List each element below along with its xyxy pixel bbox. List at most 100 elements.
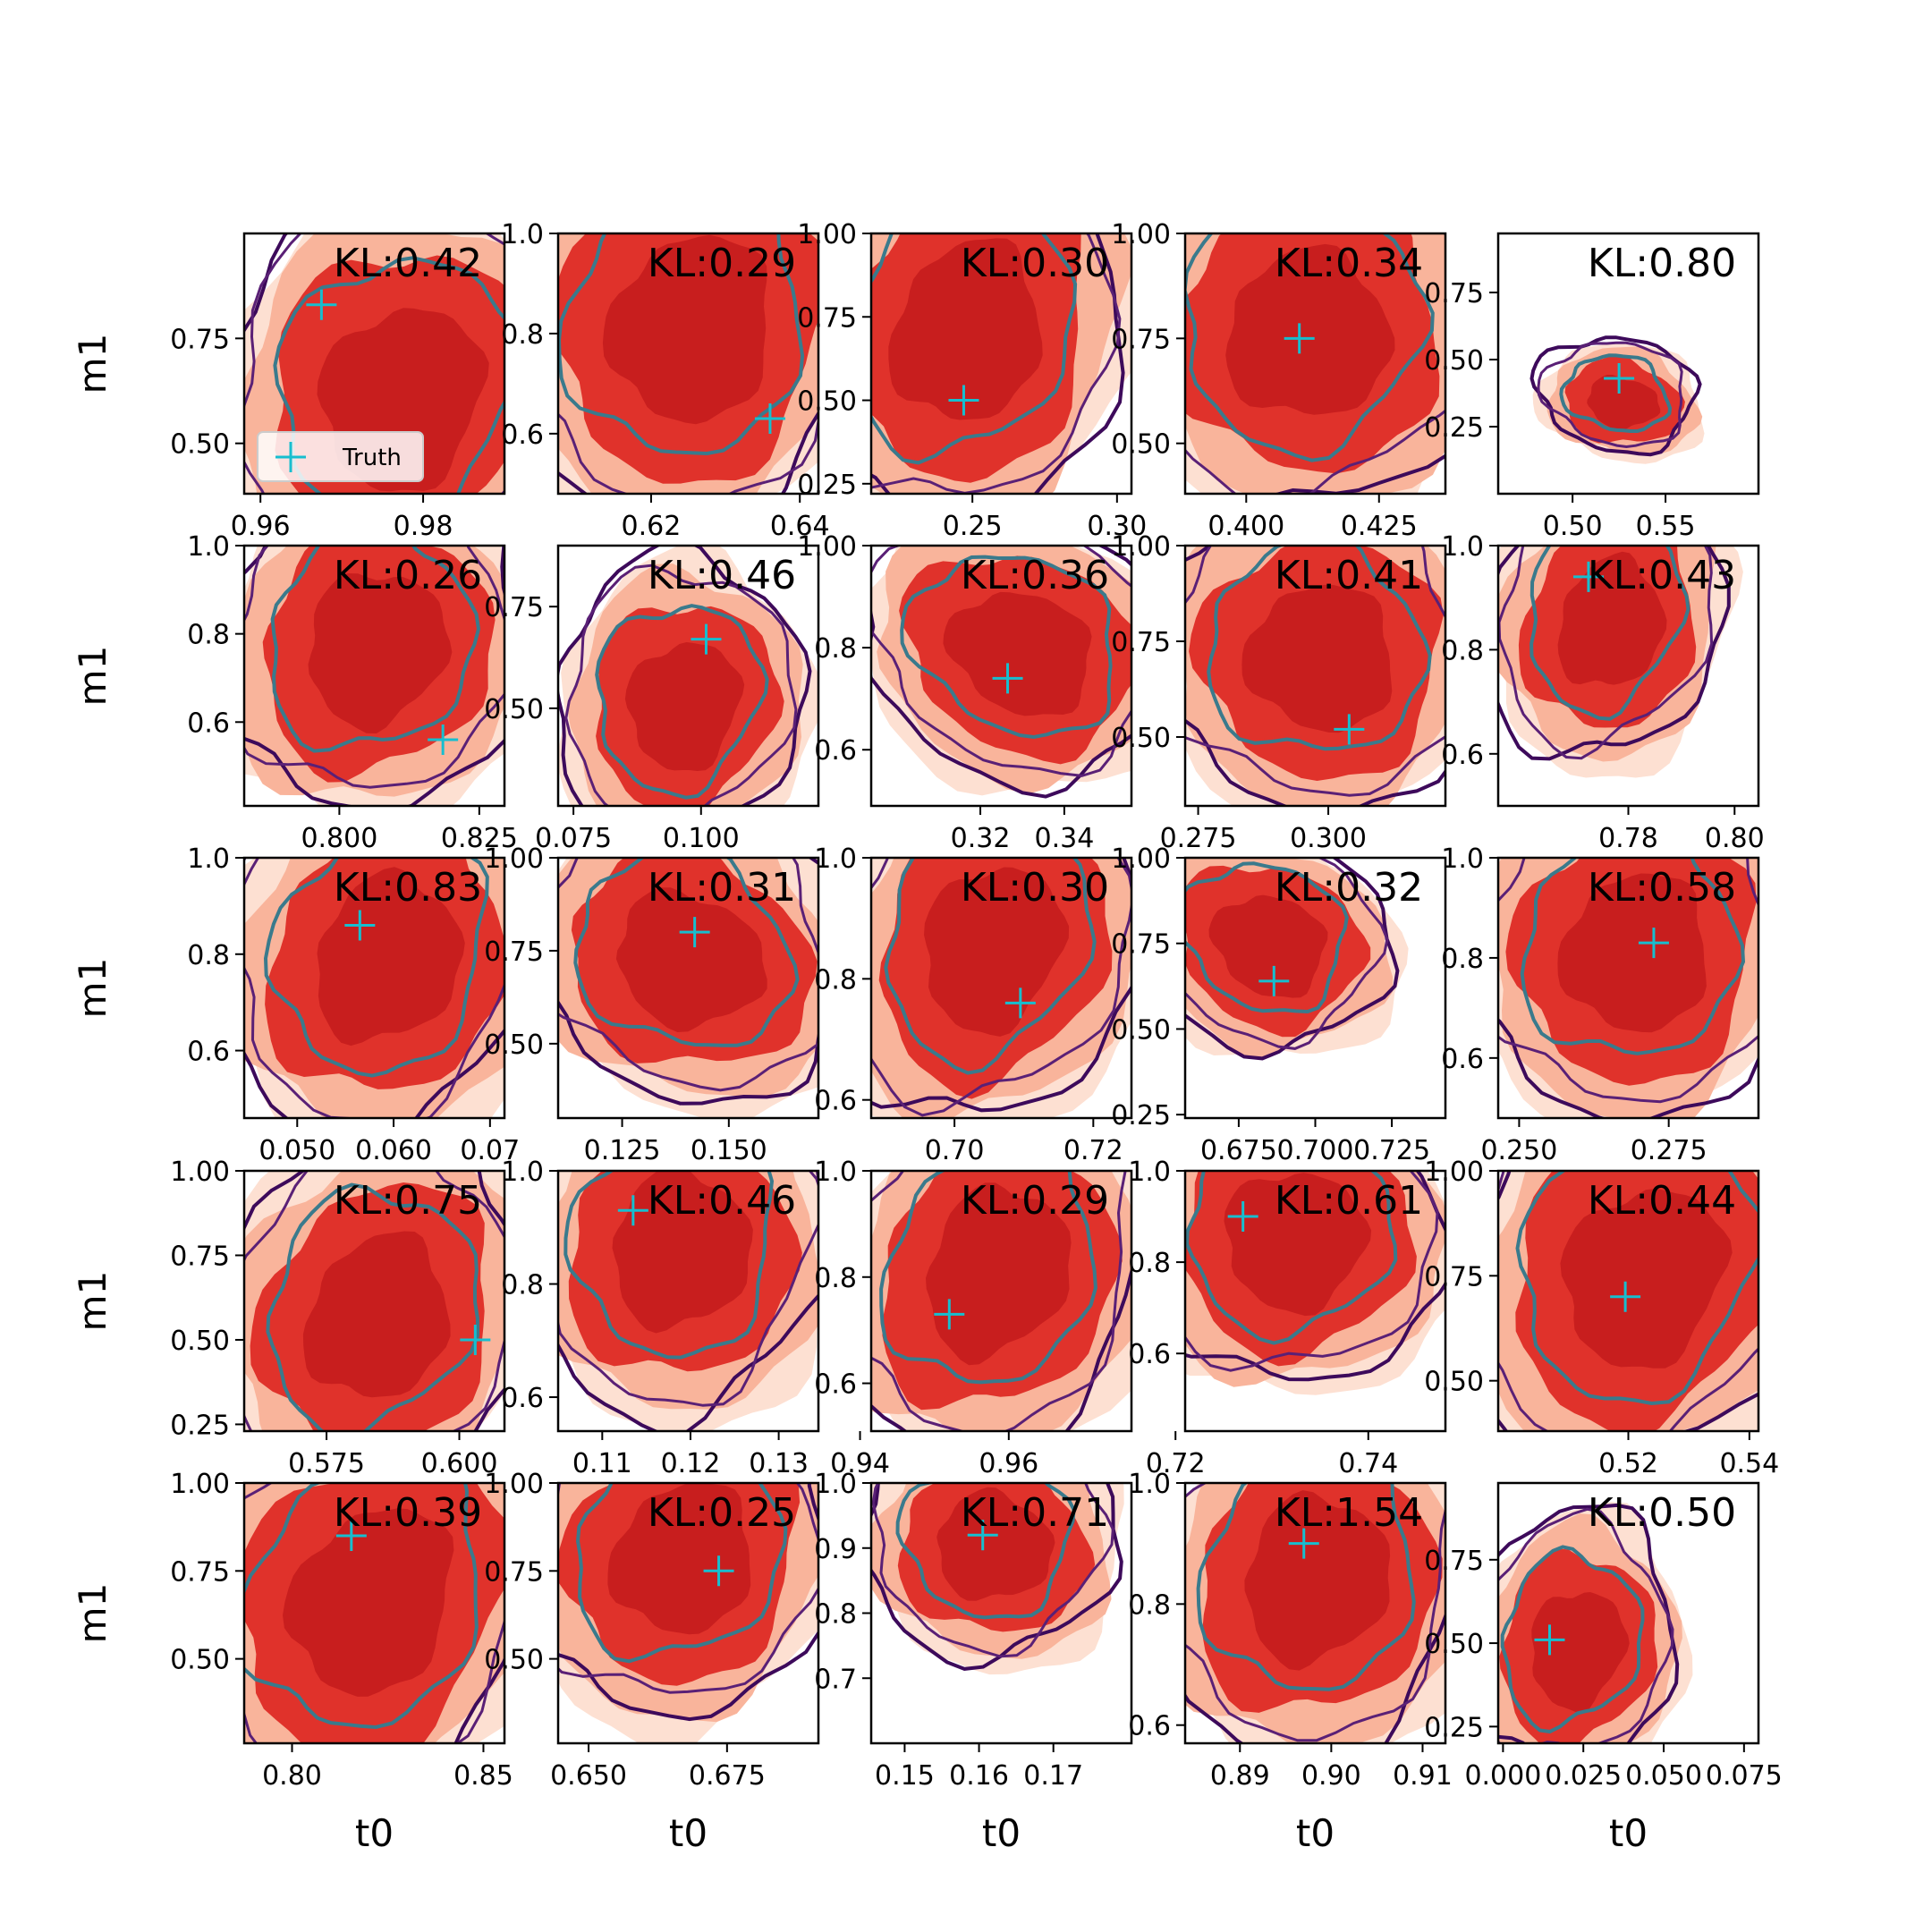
posterior-contour-line-1: [558, 410, 818, 494]
posterior-contour-line-3: [871, 233, 1078, 465]
posterior-contour-line-1: [1185, 546, 1445, 806]
panel-23: KL:0.71 0.15 0.16 0.17 0.7 0.8 0.9 1.0 t0: [814, 1469, 1133, 1855]
posterior-contour-line-3: [573, 858, 800, 1047]
posterior-contour-line-2: [244, 546, 504, 789]
x-tick-label: 0.025: [1545, 1760, 1622, 1792]
panel-21: KL:0.39 0.80 0.85 0.50 0.75 1.00 m1 t0: [71, 1469, 513, 1855]
posterior-contour-line-3: [244, 1483, 479, 1730]
posterior-contour-line-2: [871, 858, 1131, 1117]
x-tick-label: 0.16: [949, 1760, 1009, 1792]
kl-score-label: KL:0.46: [648, 1178, 796, 1224]
x-tick-label: 0.25: [943, 511, 1003, 542]
y-tick-label: 0.8: [1441, 635, 1484, 666]
kl-score-label: KL:0.39: [334, 1490, 482, 1536]
y-tick-label: 1.0: [814, 843, 857, 875]
truth-marker: [617, 1195, 648, 1226]
y-tick-label: 0.50: [484, 1645, 544, 1676]
y-tick-label: 0.8: [814, 1263, 857, 1294]
panel-plot-area: [1185, 546, 1445, 806]
x-tick-label: 0.275: [1631, 1135, 1707, 1166]
x-tick-label: 0.78: [1598, 823, 1658, 854]
posterior-contour-line-1: [871, 546, 1131, 799]
posterior-contour-line-1: [558, 546, 812, 806]
posterior-fill-level-4: [1225, 243, 1395, 415]
y-tick-label: 0.75: [1111, 627, 1171, 658]
posterior-contour-line-3: [1185, 1171, 1398, 1345]
posterior-fill-level-4: [1557, 873, 1707, 1033]
y-tick-label: 0.8: [814, 1599, 857, 1631]
y-tick-label: 0.75: [1424, 1546, 1484, 1577]
y-tick-label: 1.00: [1111, 219, 1171, 250]
y-tick-label: 0.8: [187, 620, 230, 651]
kl-score-label: KL:0.30: [961, 865, 1109, 911]
posterior-contour-line-2: [1185, 1171, 1439, 1372]
panel-plot-area: [244, 1171, 504, 1431]
posterior-contour-line-3: [1559, 353, 1673, 433]
posterior-fill-level-4: [1560, 1188, 1733, 1368]
y-tick-label: 0.25: [1424, 1712, 1484, 1743]
kl-score-label: KL:0.36: [961, 553, 1109, 598]
y-tick-label: 1.00: [484, 843, 544, 875]
panel-plot-area: [244, 1483, 504, 1743]
x-tick-label: 0.800: [301, 823, 377, 854]
y-tick-label: 0.6: [501, 419, 544, 451]
posterior-contour-line-2: [1185, 858, 1389, 1050]
panel-plot-area: [1185, 233, 1445, 494]
panel-19: KL:0.61 0.72 0.74 0.6 0.8 1.0: [1128, 1157, 1447, 1479]
x-tick-label: 0.400: [1208, 511, 1284, 542]
y-tick-label: 0.50: [170, 1326, 230, 1357]
x-tick-label: 0.96: [979, 1448, 1038, 1479]
truth-marker: [1258, 965, 1290, 996]
panel-frame: [242, 232, 506, 496]
y-tick-label: 0.25: [170, 1410, 230, 1441]
y-tick-label: 0.8: [814, 633, 857, 665]
y-tick-label: 0.50: [484, 694, 544, 725]
panel-4: KL:0.34 0.400 0.425 0.50 0.75 1.00: [1111, 219, 1447, 542]
posterior-contour-line-1: [1272, 453, 1445, 494]
panel-15: KL:0.58 0.250 0.275 0.6 0.8 1.0: [1441, 843, 1760, 1166]
x-tick-label: 0.07: [460, 1135, 520, 1166]
y-tick-label: 0.75: [484, 1556, 544, 1588]
posterior-contour-line-3: [1500, 1545, 1645, 1734]
x-tick-label: 0.89: [1210, 1760, 1270, 1792]
truth-marker: [306, 289, 337, 320]
x-tick-label: 0.675: [1200, 1135, 1277, 1166]
posterior-fill-level-4: [624, 642, 745, 771]
y-tick-label: 0.50: [170, 429, 230, 461]
x-axis-label: t0: [1609, 1811, 1648, 1855]
y-tick-label: 0.75: [1111, 324, 1171, 355]
x-tick-label: 0.825: [441, 823, 518, 854]
truth-marker: [1227, 1201, 1258, 1233]
posterior-contour-line-3: [270, 546, 481, 753]
y-tick-label: 0.50: [1111, 429, 1171, 461]
posterior-contour-line-1: [871, 1483, 1123, 1671]
kl-score-label: KL:0.42: [334, 241, 482, 286]
kl-score-label: KL:0.43: [1588, 553, 1736, 598]
posterior-contour-line-3: [1185, 861, 1349, 1014]
kl-score-label: KL:0.71: [961, 1490, 1109, 1536]
kl-score-label: KL:0.29: [961, 1178, 1109, 1224]
panel-frame: [556, 856, 820, 1120]
panel-plot-area: [558, 858, 818, 1118]
y-tick-label: 1.00: [484, 1469, 544, 1500]
truth-marker: [967, 1520, 998, 1551]
x-tick-label: 0.94: [830, 1448, 890, 1479]
posterior-fill-level-4: [302, 1231, 451, 1398]
x-tick-label: 0.575: [288, 1448, 365, 1479]
y-tick-label: 0.50: [484, 1030, 544, 1061]
panel-17: KL:0.46 0.11 0.12 0.13 0.6 0.8 1.0: [501, 1157, 820, 1479]
y-tick-label: 1.00: [170, 1157, 230, 1188]
y-tick-label: 0.8: [187, 940, 230, 971]
kl-score-label: KL:0.50: [1588, 1490, 1736, 1536]
x-tick-label: 0.12: [661, 1448, 721, 1479]
panel-25: KL:0.50 0.000 0.025 0.050 0.075 0.25 0.50 0.75 t…: [1424, 1481, 1783, 1855]
panel-2: KL:0.29 0.62 0.64 0.6 0.8 1.0: [501, 219, 829, 542]
panel-frame: [242, 1169, 506, 1433]
truth-marker: [1572, 561, 1604, 592]
y-tick-label: 0.75: [484, 592, 544, 623]
kl-score-label: KL:0.61: [1275, 1178, 1423, 1224]
posterior-contour-line-2: [564, 564, 798, 806]
kl-score-label: KL:0.44: [1588, 1178, 1736, 1224]
posterior-contour-line-2: [558, 858, 818, 1092]
